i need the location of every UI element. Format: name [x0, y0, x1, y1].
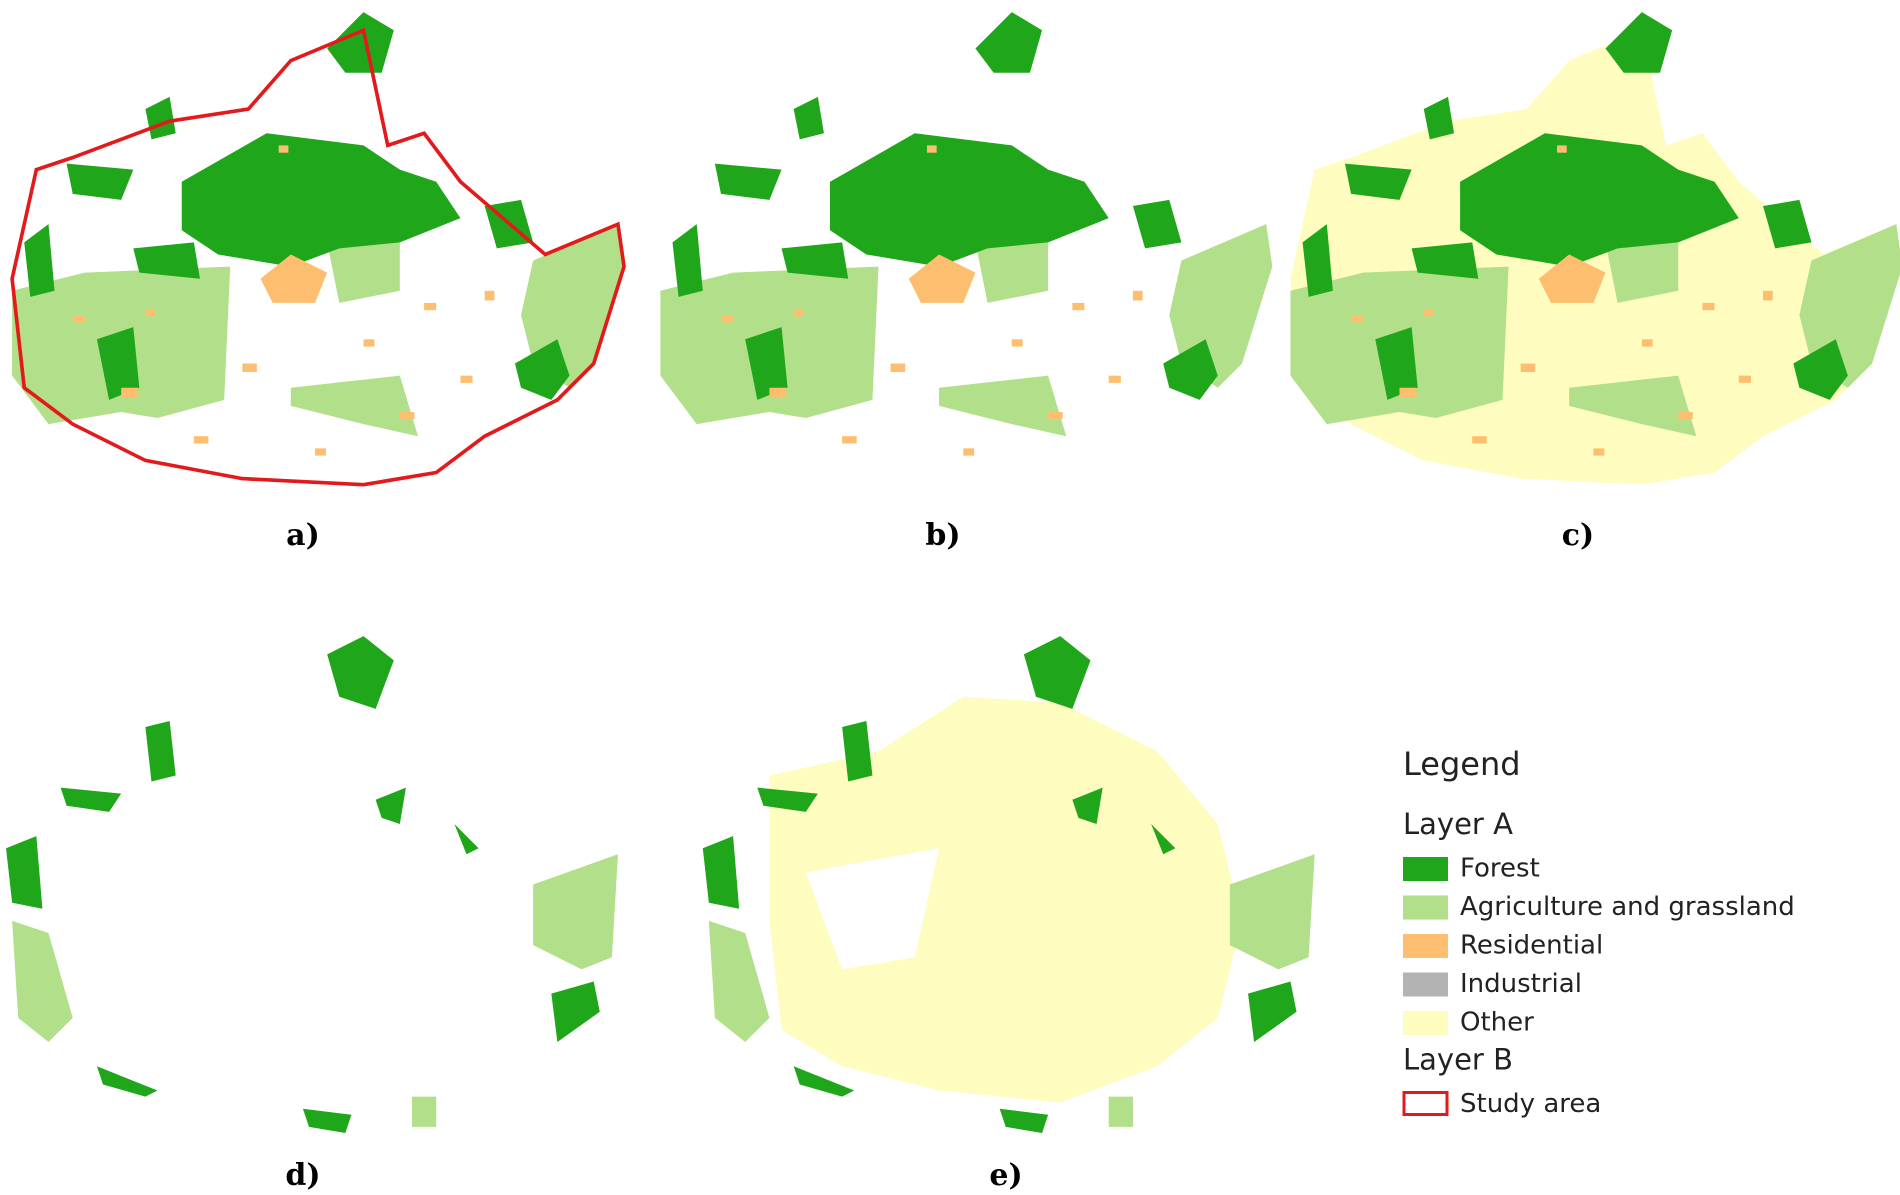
legend-label: Study area	[1460, 1089, 1601, 1119]
legend-swatch	[1402, 1091, 1449, 1116]
map-e	[702, 636, 1315, 1133]
legend-label: Forest	[1460, 854, 1540, 884]
legend-swatch	[1403, 972, 1448, 997]
panel-labels: a) b) c) d) e)	[285, 518, 1594, 1193]
map-c	[1290, 12, 1900, 485]
legend-swatch	[1403, 934, 1448, 958]
legend: Legend Layer A Forest Agriculture and gras…	[1402, 745, 1795, 1119]
map-a	[10, 12, 626, 487]
legend-label: Agriculture and grassland	[1460, 892, 1795, 922]
panel-label: e)	[989, 1158, 1022, 1193]
legend-title: Legend	[1403, 745, 1521, 783]
map-b	[660, 12, 1273, 456]
legend-label: Other	[1460, 1008, 1534, 1038]
legend-layer: Layer A	[1403, 807, 1513, 841]
panel-label: c)	[1562, 518, 1594, 553]
map-d	[6, 636, 618, 1133]
maps	[6, 12, 1900, 1133]
legend-label: Residential	[1460, 931, 1603, 961]
legend-layer: Layer B	[1403, 1043, 1513, 1077]
legend-label: Industrial	[1460, 969, 1582, 999]
legend-swatch	[1403, 1011, 1448, 1035]
panel-label: a)	[286, 518, 320, 553]
legend-swatch	[1403, 895, 1448, 920]
legend-swatch	[1403, 857, 1448, 881]
panel-label: b)	[925, 518, 960, 553]
panel-label: d)	[285, 1158, 320, 1193]
